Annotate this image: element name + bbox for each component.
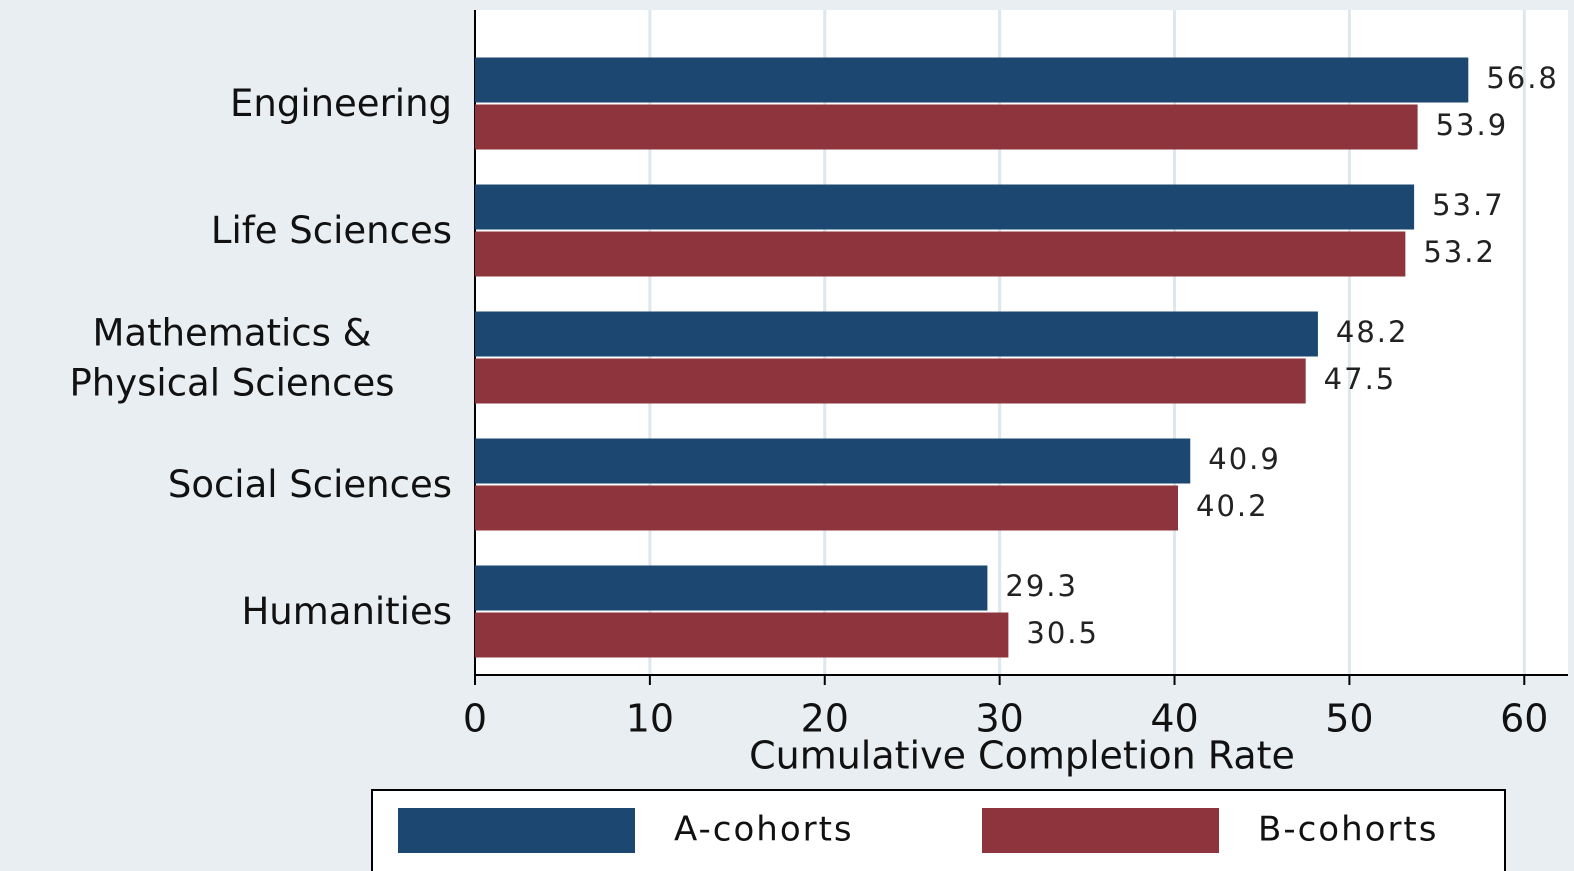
bar bbox=[475, 612, 1009, 658]
x-tick-label: 40 bbox=[1150, 697, 1198, 741]
value-label: 40.9 bbox=[1208, 442, 1281, 476]
bar bbox=[475, 57, 1469, 103]
legend-label: B-cohorts bbox=[1258, 810, 1438, 850]
category-label: Mathematics & Physical Sciences bbox=[70, 311, 395, 404]
x-tick-label: 30 bbox=[975, 697, 1023, 741]
x-tick-label: 60 bbox=[1500, 697, 1548, 741]
bar bbox=[475, 104, 1418, 150]
legend-label: A-cohorts bbox=[674, 810, 854, 850]
category-label: Social Sciences bbox=[168, 463, 452, 506]
bar bbox=[475, 565, 988, 611]
value-label: 29.3 bbox=[1005, 569, 1078, 603]
x-axis-title: Cumulative Completion Rate bbox=[749, 734, 1295, 778]
category-label: Life Sciences bbox=[211, 209, 452, 252]
category-label: Engineering bbox=[230, 82, 452, 125]
category-label: Humanities bbox=[241, 590, 452, 633]
value-label: 53.7 bbox=[1432, 188, 1505, 222]
legend-swatch bbox=[398, 808, 635, 853]
x-tick-label: 0 bbox=[463, 697, 487, 741]
category-label-line: Physical Sciences bbox=[70, 361, 395, 404]
bar bbox=[475, 358, 1306, 404]
legend-swatch bbox=[982, 808, 1219, 853]
x-tick-label: 50 bbox=[1325, 697, 1373, 741]
value-label: 47.5 bbox=[1324, 362, 1397, 396]
value-label: 53.9 bbox=[1436, 108, 1509, 142]
x-tick-label: 20 bbox=[801, 697, 849, 741]
bar bbox=[475, 311, 1318, 357]
category-label-line: Mathematics & bbox=[92, 311, 371, 354]
value-label: 30.5 bbox=[1026, 616, 1099, 650]
bar bbox=[475, 231, 1406, 277]
value-label: 48.2 bbox=[1336, 315, 1409, 349]
bar bbox=[475, 485, 1179, 531]
value-label: 56.8 bbox=[1486, 61, 1559, 95]
value-label: 40.2 bbox=[1196, 489, 1269, 523]
value-label: 53.2 bbox=[1423, 235, 1496, 269]
bar bbox=[475, 184, 1415, 230]
bar bbox=[475, 438, 1191, 484]
x-tick-label: 10 bbox=[626, 697, 674, 741]
